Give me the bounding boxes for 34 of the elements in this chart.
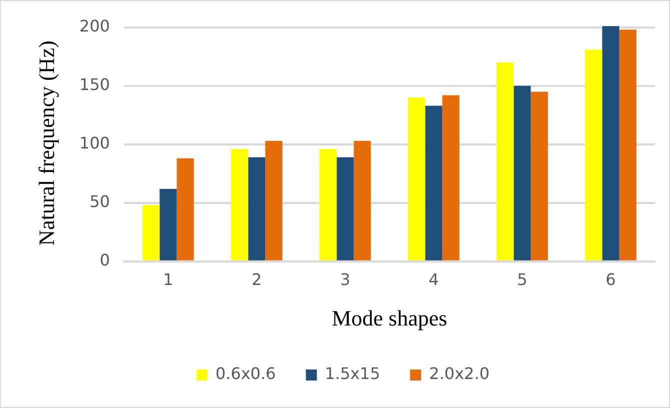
x-tick-label: 6: [606, 270, 616, 290]
bar: [336, 157, 354, 260]
legend-label: 1.5x15: [324, 364, 380, 384]
bar: [602, 26, 620, 260]
bar: [354, 140, 371, 260]
bar: [619, 30, 636, 260]
x-axis-title: Mode shapes: [332, 306, 448, 331]
x-tick-label: 1: [163, 270, 174, 290]
y-tick-label: 100: [79, 134, 110, 153]
x-tick-label: 4: [428, 270, 439, 290]
x-tick-label: 3: [340, 270, 350, 290]
legend-label: 0.6x0.6: [216, 364, 276, 384]
y-tick-label: 150: [79, 75, 110, 94]
bar: [496, 62, 514, 260]
bar: [160, 188, 177, 260]
bar: [142, 205, 160, 260]
y-tick-label: 200: [79, 16, 110, 36]
bar: [442, 95, 460, 260]
bar: [514, 86, 531, 260]
bar: [265, 140, 282, 260]
y-tick-label: 50: [90, 192, 110, 212]
y-axis-title: Natural frequency (Hz): [34, 40, 59, 246]
bar: [320, 149, 337, 260]
bar: [585, 50, 602, 260]
legend-label: 2.0x2.0: [429, 364, 490, 384]
y-tick-label: 0: [100, 250, 110, 270]
bar: [248, 157, 266, 260]
bar: [231, 149, 248, 260]
bar: [530, 92, 548, 260]
bar: [425, 106, 442, 260]
x-tick-label: 2: [252, 270, 262, 290]
bar: [176, 158, 194, 260]
bar: [408, 98, 426, 260]
x-tick-label: 5: [517, 270, 528, 290]
